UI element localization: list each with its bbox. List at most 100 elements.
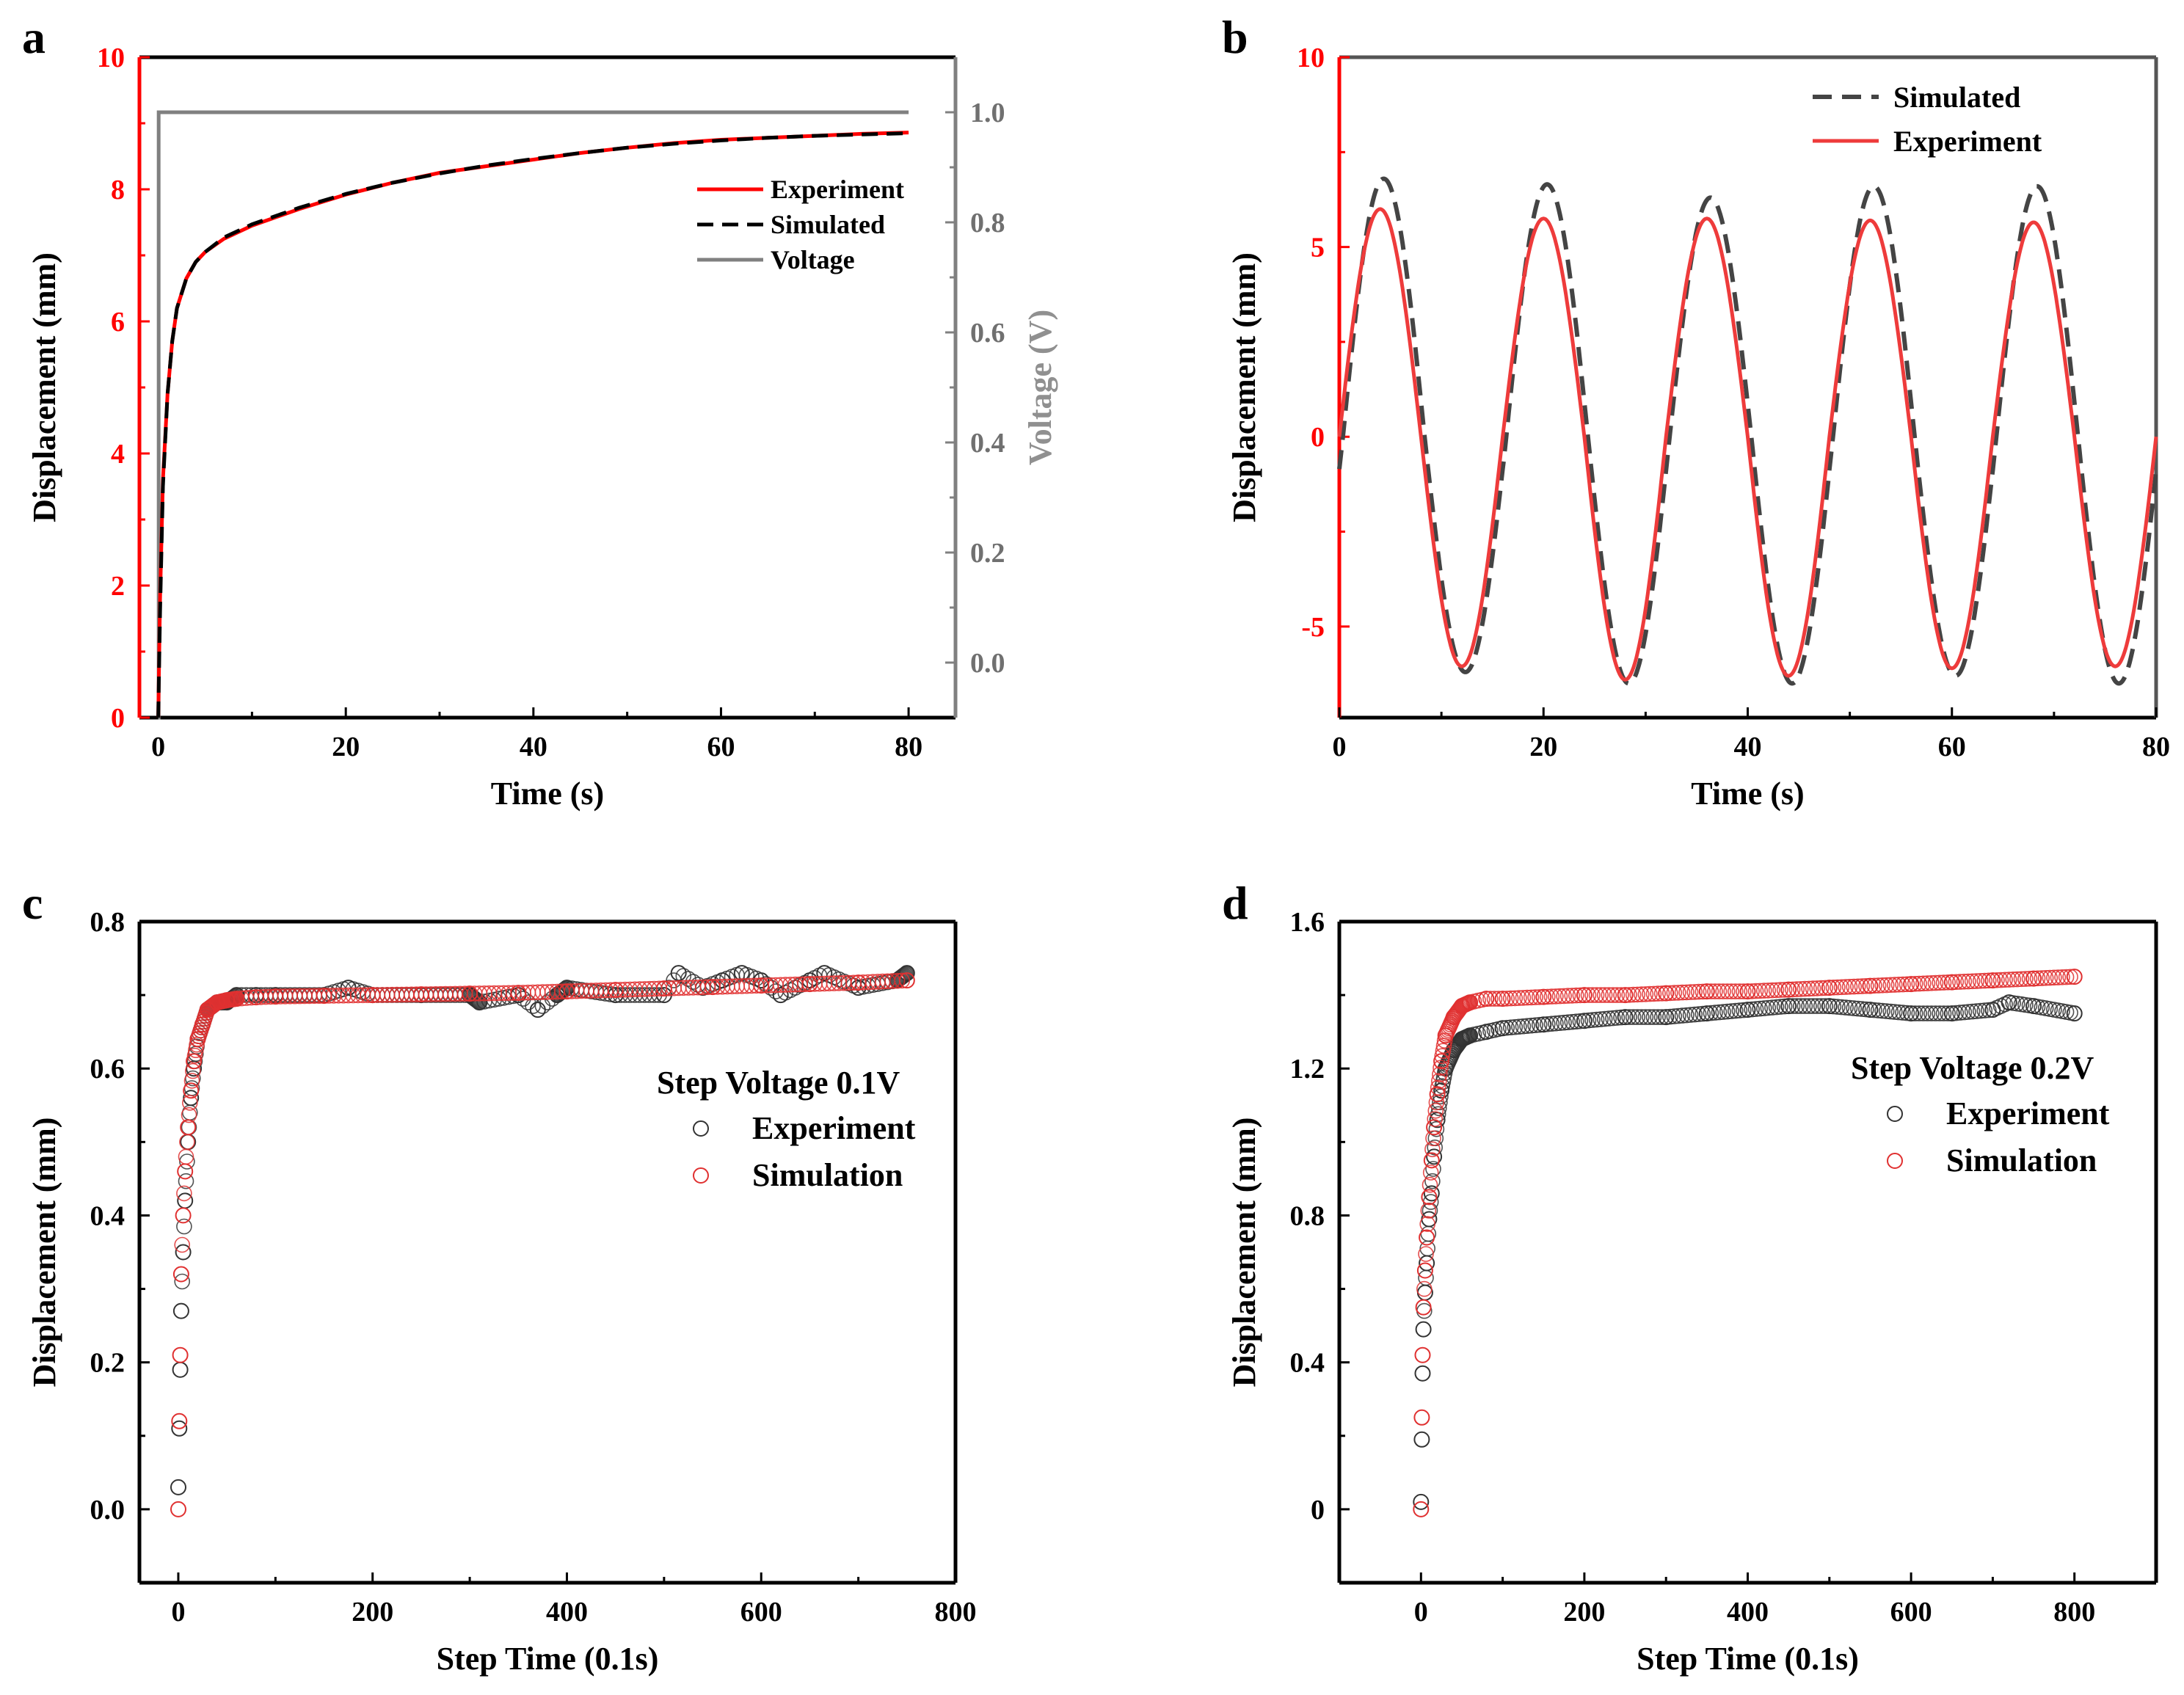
chart-d-point-experiment xyxy=(1932,1005,1948,1021)
chart-c-legend-marker-1 xyxy=(693,1167,709,1184)
chart-c-point-simulation xyxy=(894,972,910,989)
chart-d-point-simulation xyxy=(1858,978,1874,994)
chart-d-point-experiment xyxy=(1543,1016,1560,1032)
chart-d-point-experiment xyxy=(1890,1004,1907,1021)
chart-d-point-simulation xyxy=(1576,987,1592,1004)
chart-c-point-simulation xyxy=(174,1236,190,1253)
chart-d-point-simulation xyxy=(1784,981,1801,998)
chart-d-ytick-label: 0.4 xyxy=(1290,1348,1325,1379)
chart-d-point-simulation xyxy=(1436,1032,1453,1049)
chart-d-point-experiment xyxy=(1548,1015,1564,1032)
chart-c-xlabel: Step Time (0.1s) xyxy=(437,1641,659,1677)
chart-d-point-experiment xyxy=(1731,1002,1748,1018)
chart-d-legend-marker-0 xyxy=(1887,1106,1903,1122)
chart-d-point-experiment xyxy=(1739,1002,1756,1018)
chart-c-point-simulation xyxy=(175,1207,192,1224)
chart-c-point-experiment xyxy=(894,969,910,985)
chart-d-point-simulation xyxy=(1723,983,1739,999)
chart-c-point-experiment xyxy=(680,971,696,987)
chart-d-point-experiment xyxy=(1964,1003,1981,1020)
chart-d-point-simulation xyxy=(1678,984,1695,1001)
chart-d-point-experiment xyxy=(1621,1009,1637,1025)
chart-d-point-simulation xyxy=(1838,979,1854,995)
chart-d-point-simulation xyxy=(1927,974,1944,991)
chart-d-point-simulation xyxy=(1984,972,2001,989)
chart-d-point-simulation xyxy=(1968,973,1984,989)
chart-d-point-simulation xyxy=(1494,991,1511,1007)
chart-d-point-simulation xyxy=(1797,980,1813,997)
chart-c-point-experiment xyxy=(174,1273,190,1290)
chart-d-point-experiment xyxy=(1854,1001,1871,1017)
chart-d-point-experiment xyxy=(1617,1009,1634,1026)
chart-d-point-simulation xyxy=(1422,1176,1438,1193)
chart-d-point-simulation xyxy=(1543,988,1560,1005)
chart-d-point-simulation xyxy=(1540,988,1556,1005)
chart-d-point-experiment xyxy=(1943,1005,1960,1022)
chart-d-point-experiment xyxy=(1523,1017,1540,1034)
chart-d-point-experiment xyxy=(1805,998,1821,1014)
chart-c-point-simulation xyxy=(181,1107,197,1123)
chart-d-point-experiment xyxy=(1878,1003,1895,1019)
chart-d-point-experiment xyxy=(1502,1019,1519,1035)
chart-d-point-simulation xyxy=(1434,1048,1450,1064)
chart-d-point-simulation xyxy=(1658,985,1675,1002)
chart-d-point-simulation xyxy=(1736,983,1752,999)
chart-d-point-experiment xyxy=(1728,1002,1744,1019)
chart-d-point-simulation xyxy=(1670,985,1686,1001)
chart-a-ytick-right-label: 0.4 xyxy=(970,428,1005,459)
chart-d-point-simulation xyxy=(1719,983,1736,999)
chart-c-legend-title: Step Voltage 0.1V xyxy=(657,1065,900,1101)
chart-d-point-simulation xyxy=(1989,972,2005,988)
chart-d-point-simulation xyxy=(1490,991,1507,1007)
chart-d-point-simulation xyxy=(1478,991,1495,1007)
chart-d-point-simulation xyxy=(1433,1053,1450,1070)
chart-d-xtick-label: 200 xyxy=(1563,1597,1605,1627)
chart-d-point-simulation xyxy=(1707,983,1723,999)
chart-d-point-simulation xyxy=(1728,983,1744,999)
chart-d-point-experiment xyxy=(1601,1010,1617,1027)
chart-d-point-simulation xyxy=(1703,983,1719,999)
chart-d-point-experiment xyxy=(1413,1493,1430,1510)
chart-c-point-simulation xyxy=(176,1185,192,1202)
chart-d-point-experiment xyxy=(1531,1016,1548,1033)
chart-d-point-simulation xyxy=(1596,987,1613,1003)
chart-d-point-simulation xyxy=(1772,982,1788,998)
chart-b-series-experiment xyxy=(1337,207,2158,682)
chart-d-point-experiment xyxy=(1948,1005,1965,1021)
chart-d-point-simulation xyxy=(1419,1229,1435,1246)
chart-d-point-simulation xyxy=(1523,989,1540,1006)
chart-d-point-simulation xyxy=(1556,988,1572,1005)
chart-d-point-simulation xyxy=(1850,978,1866,995)
chart-d-point-simulation xyxy=(1435,1043,1452,1059)
chart-d-point-simulation xyxy=(1739,983,1756,1000)
chart-d-legend-title: Step Voltage 0.2V xyxy=(1851,1050,2094,1086)
chart-d-point-experiment xyxy=(1870,1002,1887,1018)
chart-d-point-experiment xyxy=(1841,999,1858,1016)
chart-d-point-simulation xyxy=(1793,981,1809,997)
chart-d-point-simulation xyxy=(1662,985,1678,1002)
chart-d-point-simulation xyxy=(1507,990,1524,1007)
chart-a-xtick-label: 60 xyxy=(707,732,735,762)
chart-d-point-experiment xyxy=(1609,1010,1626,1026)
chart-d-point-simulation xyxy=(2017,971,2034,987)
chart-b-ytick-label: 5 xyxy=(1311,233,1325,263)
chart-d-point-simulation xyxy=(1866,977,1882,994)
chart-d-point-experiment xyxy=(1817,998,1833,1014)
chart-d-point-simulation xyxy=(1423,1152,1440,1169)
chart-d-point-simulation xyxy=(1899,976,1915,993)
chart-d-point-simulation xyxy=(1870,977,1887,994)
chart-d-point-experiment xyxy=(1507,1018,1524,1035)
chart-d-point-simulation xyxy=(1629,986,1645,1003)
chart-d-point-experiment xyxy=(1919,1005,1936,1021)
chart-d-point-simulation xyxy=(1943,974,1960,991)
chart-c-legend-label-1: Simulation xyxy=(752,1157,903,1193)
chart-c-point-simulation xyxy=(179,1134,195,1151)
chart-d-point-simulation xyxy=(1862,977,1879,994)
chart-d-point-simulation xyxy=(1584,987,1601,1003)
chart-d-point-simulation xyxy=(1416,1262,1433,1279)
chart-d-legend-label-1: Simulation xyxy=(1946,1142,2097,1178)
chart-c-xtick-label: 0 xyxy=(171,1597,185,1627)
chart-d-point-experiment xyxy=(1678,1007,1695,1024)
chart-d-point-experiment xyxy=(1568,1013,1584,1029)
chart-b-xtick-label: 0 xyxy=(1333,732,1347,762)
